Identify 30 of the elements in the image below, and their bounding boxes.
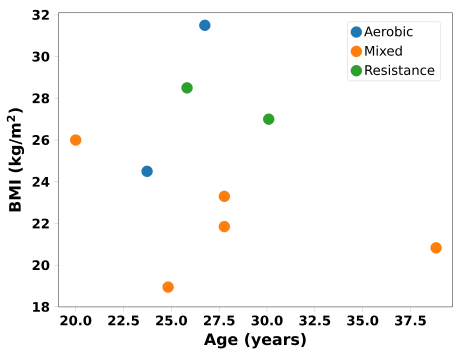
y-axis-title: BMI (kg/m$^{2}$) [6, 108, 24, 212]
point [70, 134, 82, 146]
y-tick-label: 32 [32, 10, 49, 20]
legend-label: Mixed [365, 45, 402, 56]
y-tick-label: 26 [32, 134, 50, 145]
point [263, 113, 274, 125]
point [141, 166, 153, 177]
x-tick-label: 20.0 [60, 315, 92, 326]
x-axis-title: Age (years) [204, 332, 306, 348]
y-tick-label: 22 [32, 218, 49, 228]
legend-label: Resistance [365, 64, 434, 76]
y-tick-label: 28 [32, 93, 50, 104]
legend-label: Aerobic [364, 26, 413, 36]
point [430, 242, 442, 254]
x-tick-label: 25.0 [156, 315, 187, 326]
point [181, 82, 193, 94]
y-tick-label: 20 [32, 260, 50, 270]
y-tick-label: 18 [33, 302, 50, 312]
point [218, 190, 230, 202]
x-tick-label: 35.0 [347, 315, 378, 326]
x-tick-label: 37.5 [395, 315, 426, 326]
y-tick-label: 30 [32, 52, 50, 62]
point [218, 220, 230, 232]
x-tick-label: 32.5 [299, 315, 330, 326]
x-tick-label: 22.5 [108, 315, 139, 326]
x-tick-label: 27.5 [204, 315, 235, 326]
y-tick-label: 24 [32, 176, 50, 187]
point [162, 281, 174, 293]
point [199, 20, 211, 31]
x-tick-label: 30.0 [252, 315, 283, 326]
